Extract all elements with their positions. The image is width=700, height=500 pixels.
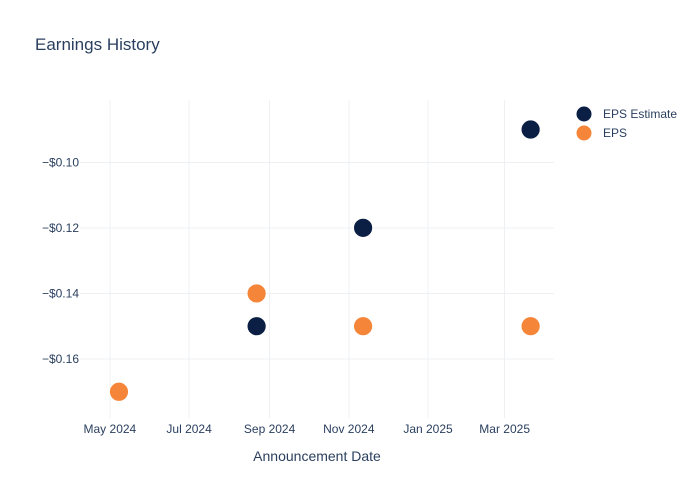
y-tick-label: −$0.14 bbox=[42, 286, 79, 300]
x-tick-label: Sep 2024 bbox=[244, 422, 296, 436]
x-axis-title: Announcement Date bbox=[253, 448, 381, 464]
x-tick-label: Jan 2025 bbox=[403, 422, 453, 436]
legend-eps-estimate-marker[interactable] bbox=[576, 106, 592, 122]
eps-estimate-point[interactable] bbox=[246, 316, 267, 337]
eps-point[interactable] bbox=[109, 381, 129, 402]
eps-point[interactable] bbox=[353, 316, 374, 337]
legend-eps-marker[interactable] bbox=[576, 125, 592, 141]
eps-point[interactable] bbox=[520, 316, 541, 337]
legend-eps-label[interactable]: EPS bbox=[603, 126, 627, 140]
legend-eps-estimate-label[interactable]: EPS Estimate bbox=[603, 107, 677, 121]
x-tick-label: May 2024 bbox=[84, 422, 137, 436]
eps-estimate-point[interactable] bbox=[520, 119, 541, 140]
eps-point[interactable] bbox=[246, 283, 267, 304]
x-tick-label: Mar 2025 bbox=[479, 422, 530, 436]
grid-layer bbox=[80, 100, 554, 418]
legend: EPS Estimate EPS bbox=[576, 106, 677, 141]
y-tick-label: −$0.12 bbox=[42, 221, 79, 235]
x-tick-label: Nov 2024 bbox=[323, 422, 375, 436]
data-points-layer bbox=[109, 119, 541, 402]
x-tick-label: Jul 2024 bbox=[166, 422, 212, 436]
y-tick-label: −$0.10 bbox=[42, 155, 79, 169]
eps-estimate-point[interactable] bbox=[353, 217, 374, 238]
axis-labels-layer: May 2024 Jul 2024 Sep 2024 Nov 2024 Jan 2025… bbox=[42, 155, 530, 436]
y-tick-label: −$0.16 bbox=[42, 352, 79, 366]
chart-title: Earnings History bbox=[35, 35, 160, 54]
